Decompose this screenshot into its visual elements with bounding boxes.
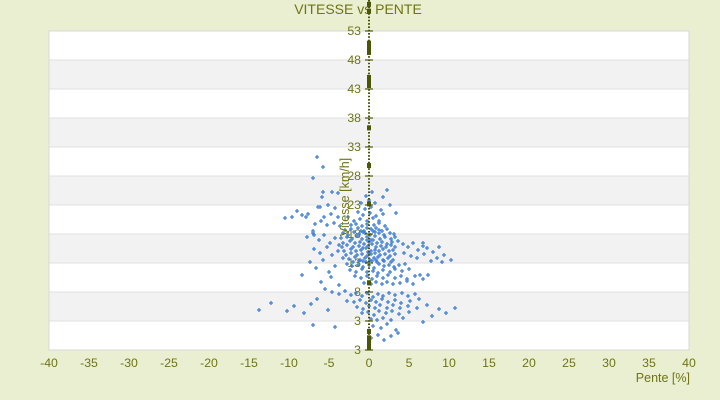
x-tick-label: 20 (522, 356, 536, 370)
y-tick-label: 33 (347, 140, 361, 154)
y-axis-line-mark (367, 74, 371, 80)
x-tick-label: 35 (642, 356, 656, 370)
y-axis-line-mark (367, 125, 371, 131)
y-axis-line-mark (367, 335, 371, 341)
y-tick-label: 28 (347, 169, 361, 183)
x-tick-label: -25 (160, 356, 178, 370)
x-tick-label: 30 (602, 356, 616, 370)
y-tick-label: 53 (347, 24, 361, 38)
y-tick-label: 3 (354, 343, 361, 357)
y-axis-line-mark (367, 78, 371, 84)
y-axis-line-mark (367, 40, 371, 46)
x-tick-label: 15 (482, 356, 496, 370)
x-tick-label: 10 (442, 356, 456, 370)
y-axis-line-mark (367, 83, 371, 89)
y-tick-label: 48 (347, 53, 361, 67)
y-axis-line-mark (367, 163, 371, 169)
y-axis-line-mark (367, 201, 371, 207)
y-tick-label: 3 (354, 314, 361, 328)
x-tick-label: -30 (120, 356, 138, 370)
x-tick-label: 0 (366, 356, 373, 370)
y-tick-label: 23 (347, 198, 361, 212)
x-tick-label: -10 (280, 356, 298, 370)
y-tick-label: 38 (347, 111, 361, 125)
y-axis-line-mark (367, 328, 371, 334)
y-axis-title: Vitesse [km/h] (338, 157, 352, 237)
y-axis-line-mark (367, 1, 371, 7)
y-axis-line-mark (367, 49, 371, 55)
y-axis-line-mark (367, 280, 371, 286)
x-tick-label: -15 (240, 356, 258, 370)
x-tick-label: 40 (682, 356, 696, 370)
x-tick-label: -35 (80, 356, 98, 370)
x-tick-label: 5 (406, 356, 413, 370)
chart-title: VITESSE vs PENTE (294, 1, 422, 17)
y-axis-end-cap (367, 340, 371, 350)
x-tick-label: -20 (200, 356, 218, 370)
y-axis-line-mark (367, 8, 371, 14)
x-tick-label: -40 (40, 356, 58, 370)
y-tick-label: 43 (347, 82, 361, 96)
x-tick-label: 25 (562, 356, 576, 370)
y-tick-label: 8 (354, 285, 361, 299)
y-axis-line-mark (367, 45, 371, 51)
x-axis-title: Pente [%] (635, 371, 690, 385)
x-tick-label: -5 (324, 356, 335, 370)
